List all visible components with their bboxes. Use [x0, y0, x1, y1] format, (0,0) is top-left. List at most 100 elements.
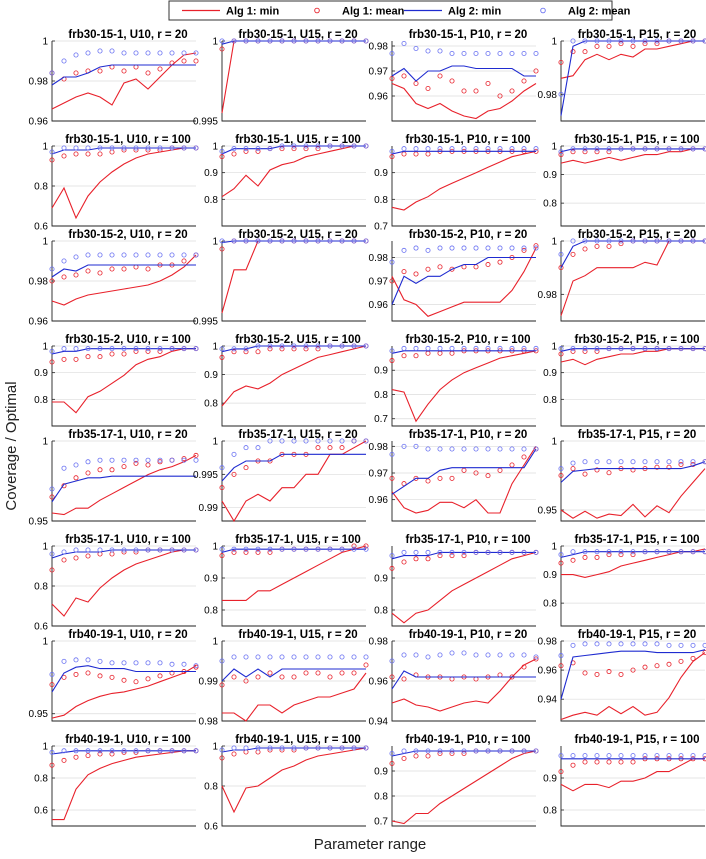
- alg2-mean-point: [570, 642, 576, 648]
- alg2-mean-point: [61, 258, 67, 264]
- alg2-mean-point: [169, 661, 175, 667]
- alg2-min-line: [391, 256, 536, 305]
- alg2-mean-point: [255, 343, 261, 349]
- subplot-title: frb30-15-1, U15, r = 100: [235, 134, 361, 146]
- alg2-mean-point: [219, 465, 225, 471]
- alg2-mean-point: [533, 345, 539, 351]
- alg1-mean-point: [97, 151, 103, 157]
- subplot-title: frb35-17-1, P15, r = 100: [575, 534, 700, 546]
- alg2-min-line: [51, 348, 196, 355]
- alg2-mean-point: [255, 654, 261, 660]
- y-tick-label: 0.8: [543, 599, 557, 610]
- y-tick-label: 0.9: [374, 168, 388, 179]
- alg2-mean-point: [401, 345, 407, 351]
- axes-frame: [560, 441, 705, 522]
- y-tick-label: 0.8: [204, 606, 218, 617]
- y-tick-label: 1: [42, 142, 48, 153]
- alg1-mean-point: [497, 259, 503, 265]
- alg1-mean-point: [401, 676, 407, 682]
- subplot-title: frb35-17-1, P10, r = 20: [409, 429, 528, 441]
- alg1-min-line: [391, 247, 537, 317]
- alg1-mean-point: [73, 555, 79, 561]
- alg2-mean-point: [461, 650, 467, 656]
- axes-frame: [221, 641, 366, 722]
- alg1-mean-point: [61, 674, 67, 680]
- alg2-mean-point: [133, 457, 139, 463]
- axes-frame: [391, 241, 536, 322]
- alg2-mean-point: [219, 238, 225, 244]
- alg1-mean-point: [449, 78, 455, 84]
- axes-frame: [51, 241, 196, 322]
- alg2-mean-point: [303, 546, 309, 552]
- alg1-mean-point: [327, 445, 333, 451]
- alg2-mean-point: [413, 549, 419, 555]
- axes-frame: [391, 546, 536, 627]
- alg1-mean-point: [642, 41, 648, 47]
- alg1-mean-point: [145, 70, 151, 76]
- alg2-mean-point: [497, 345, 503, 351]
- alg1-mean-point: [630, 552, 636, 558]
- alg2-mean-point: [255, 546, 261, 552]
- alg2-mean-point: [363, 654, 369, 660]
- y-tick-label: 0.98: [29, 277, 49, 288]
- alg1-mean-point: [606, 552, 612, 558]
- y-tick-label: 0.98: [199, 717, 219, 728]
- alg1-mean-point: [630, 667, 636, 673]
- alg1-min-line: [51, 147, 196, 220]
- alg2-mean-point: [570, 346, 576, 352]
- y-tick-label: 0.95: [29, 517, 49, 528]
- alg2-mean-point: [678, 38, 684, 44]
- alg2-mean-point: [133, 660, 139, 666]
- alg2-mean-point: [243, 654, 249, 660]
- subplot-title: frb35-17-1, P10, r = 100: [406, 534, 531, 546]
- alg2-mean-point: [413, 146, 419, 152]
- y-tick-label: 1: [551, 542, 557, 553]
- alg1-mean-point: [690, 655, 696, 661]
- alg2-mean-point: [315, 438, 321, 444]
- alg2-mean-point: [449, 650, 455, 656]
- y-tick-label: 1: [212, 237, 218, 248]
- alg2-mean-point: [582, 753, 588, 759]
- alg2-mean-point: [521, 345, 527, 351]
- alg1-mean-point: [582, 149, 588, 155]
- axes-frame: [221, 146, 366, 227]
- axes-frame: [391, 41, 536, 122]
- alg2-mean-point: [231, 146, 237, 152]
- alg2-mean-point: [61, 145, 67, 151]
- y-tick-label: 0.96: [29, 317, 49, 328]
- alg1-mean-point: [702, 650, 706, 656]
- alg2-min-line: [221, 145, 366, 155]
- alg2-mean-point: [121, 748, 127, 754]
- axes-frame: [560, 241, 705, 322]
- alg1-mean-point: [389, 278, 395, 284]
- alg2-mean-point: [267, 38, 273, 44]
- alg2-mean-point: [413, 443, 419, 449]
- alg1-mean-point: [449, 266, 455, 272]
- alg2-min-line: [51, 750, 196, 755]
- alg2-mean-point: [509, 245, 515, 251]
- y-tick-label: 1: [42, 237, 48, 248]
- y-tick-label: 0.995: [193, 470, 218, 481]
- alg1-mean-point: [231, 471, 237, 477]
- y-tick-label: 1: [42, 37, 48, 48]
- axes-frame: [51, 441, 196, 522]
- alg2-mean-point: [327, 143, 333, 149]
- axes-frame: [560, 41, 705, 122]
- subplot: frb40-19-1, P10, r = 20 0.94 0.96 0.98: [369, 629, 539, 728]
- alg2-mean-point: [654, 346, 660, 352]
- y-tick-label: 0.98: [369, 253, 389, 264]
- alg2-mean-point: [339, 143, 345, 149]
- alg1-mean-point: [437, 264, 443, 270]
- alg2-mean-point: [509, 748, 515, 754]
- alg2-mean-point: [509, 345, 515, 351]
- axes-frame: [51, 746, 196, 827]
- alg2-mean-point: [449, 345, 455, 351]
- alg2-mean-point: [521, 446, 527, 452]
- alg1-mean-point: [594, 671, 600, 677]
- alg1-mean-point: [49, 278, 55, 284]
- alg2-mean-point: [49, 266, 55, 272]
- alg2-mean-point: [327, 546, 333, 552]
- alg1-min-line: [560, 148, 705, 164]
- alg2-mean-point: [97, 145, 103, 151]
- alg2-mean-point: [327, 38, 333, 44]
